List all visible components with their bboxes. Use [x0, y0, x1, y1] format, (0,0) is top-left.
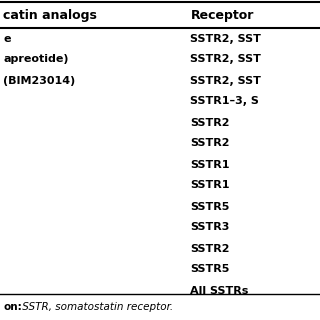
- Text: SSTR1: SSTR1: [190, 180, 230, 190]
- Text: SSTR2, SST: SSTR2, SST: [190, 34, 261, 44]
- Text: SSTR1–3, S: SSTR1–3, S: [190, 97, 259, 107]
- Text: SSTR2, SST: SSTR2, SST: [190, 76, 261, 85]
- Text: SSTR5: SSTR5: [190, 265, 230, 275]
- Text: e: e: [3, 34, 11, 44]
- Text: SSTR2: SSTR2: [190, 244, 230, 253]
- Text: on:: on:: [3, 302, 22, 312]
- Text: SSTR2: SSTR2: [190, 139, 230, 148]
- Text: (BIM23014): (BIM23014): [3, 76, 76, 85]
- Text: SSTR1: SSTR1: [190, 159, 230, 170]
- Text: SSTR, somatostatin receptor.: SSTR, somatostatin receptor.: [19, 302, 173, 312]
- Text: apreotide): apreotide): [3, 54, 69, 65]
- Text: All SSTRs: All SSTRs: [190, 285, 249, 295]
- Text: catin analogs: catin analogs: [3, 9, 97, 21]
- Text: SSTR3: SSTR3: [190, 222, 230, 233]
- Text: SSTR5: SSTR5: [190, 202, 230, 212]
- Text: SSTR2: SSTR2: [190, 117, 230, 127]
- Text: SSTR2, SST: SSTR2, SST: [190, 54, 261, 65]
- Text: Receptor: Receptor: [190, 9, 254, 21]
